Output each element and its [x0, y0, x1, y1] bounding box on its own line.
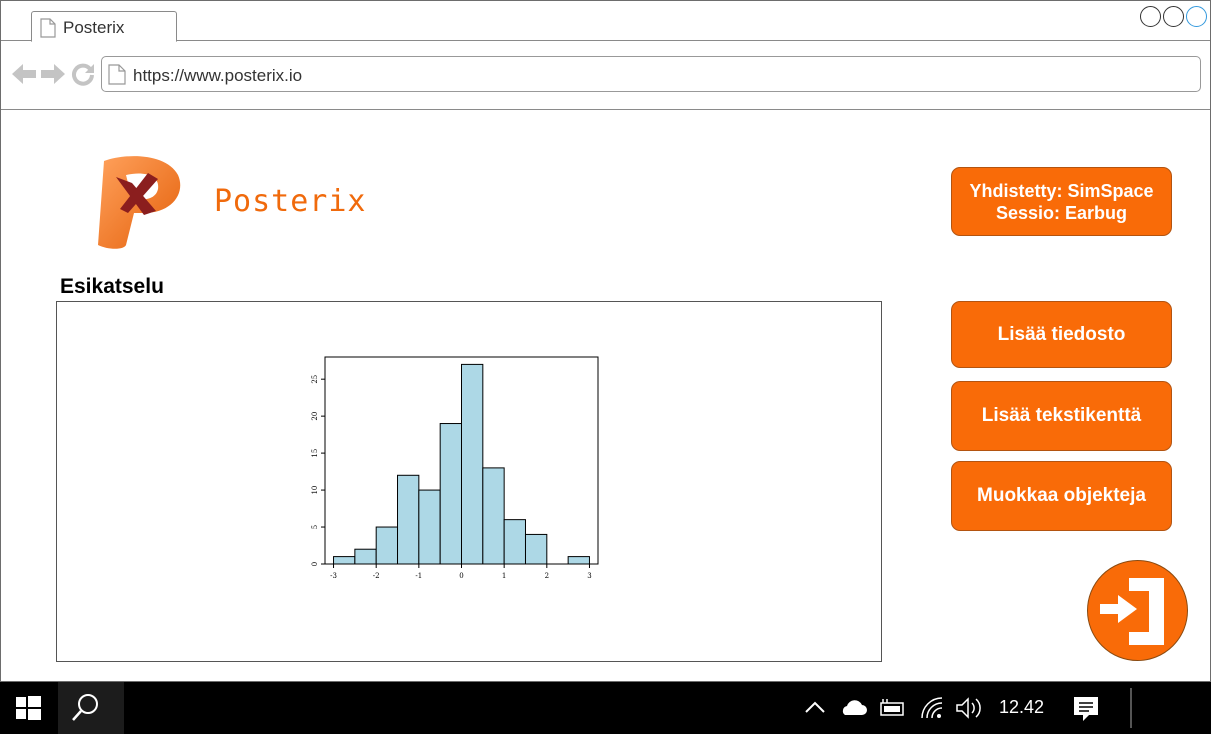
navigation-bar: https://www.posterix.io: [1, 42, 1210, 110]
y-tick-label: 5: [311, 525, 319, 529]
histogram-bar: [503, 519, 526, 565]
windows-start-icon: [16, 696, 41, 720]
histogram-bar: [482, 467, 505, 565]
preview-title: Esikatselu: [60, 275, 164, 298]
start-button[interactable]: [0, 682, 58, 734]
exit-icon: [1100, 578, 1164, 645]
search-button[interactable]: [58, 682, 124, 734]
tab-title: Posterix: [63, 18, 125, 37]
histogram-bar: [439, 423, 462, 565]
histogram-bar: [375, 526, 399, 565]
add-textfield-button[interactable]: Lisää tekstikenttä: [951, 381, 1172, 451]
reload-icon[interactable]: [71, 62, 95, 86]
cloud-icon[interactable]: [838, 694, 868, 722]
page-icon: [40, 18, 56, 38]
histogram-bar: [333, 556, 356, 565]
address-bar[interactable]: https://www.posterix.io: [101, 56, 1201, 92]
y-tick-label: 10: [311, 486, 319, 495]
histogram-bar: [418, 489, 441, 565]
connection-status-button[interactable]: Yhdistetty: SimSpace Sessio: Earbug: [951, 167, 1172, 236]
volume-icon[interactable]: [954, 694, 984, 722]
clock[interactable]: 12.42: [999, 697, 1045, 717]
histogram-chart: -3 -2 -1 0 1 2 3 0 5 10 15 20 25: [311, 356, 599, 580]
browser-window: Posterix https://www.posterix.io: [0, 0, 1211, 682]
taskbar-separator: [1130, 688, 1132, 728]
histogram-bar: [461, 363, 484, 565]
y-tick-label: 0: [311, 562, 319, 566]
minimize-button[interactable]: [1140, 6, 1161, 27]
forward-arrow-icon[interactable]: [40, 62, 66, 86]
exit-button[interactable]: [1087, 560, 1188, 661]
x-tick-label: 3: [587, 572, 591, 580]
tab-bar: Posterix: [1, 1, 1210, 42]
wifi-icon[interactable]: [918, 694, 944, 722]
posterix-logo: [98, 156, 181, 249]
url-text: https://www.posterix.io: [133, 66, 303, 85]
brand-name: Posterix: [214, 184, 367, 219]
notification-icon[interactable]: [1071, 694, 1101, 724]
taskbar: 12.42: [0, 682, 1211, 734]
back-arrow-icon[interactable]: [11, 62, 37, 86]
connection-status: Yhdistetty: SimSpace: [969, 180, 1154, 201]
x-tick-label: 1: [502, 572, 506, 580]
histogram-bar: [354, 548, 377, 565]
chevron-up-icon[interactable]: [803, 694, 827, 722]
battery-icon[interactable]: [877, 694, 907, 722]
preview-panel: -3 -2 -1 0 1 2 3 0 5 10 15 20 25: [56, 301, 882, 662]
page-icon: [108, 64, 126, 85]
histogram-bar: [567, 556, 590, 565]
x-tick-label: 2: [545, 572, 549, 580]
x-tick-label: -2: [373, 572, 380, 580]
x-tick-label: -1: [415, 572, 422, 580]
add-file-button[interactable]: Lisää tiedosto: [951, 301, 1172, 368]
x-tick-label: -3: [330, 572, 337, 580]
browser-tab[interactable]: Posterix: [31, 11, 177, 42]
x-tick-label: 0: [459, 572, 463, 580]
histogram-bar: [397, 474, 420, 565]
close-button[interactable]: [1186, 6, 1207, 27]
session-status: Sessio: Earbug: [995, 202, 1128, 223]
window-controls: [1140, 6, 1207, 27]
y-tick-label: 20: [311, 412, 319, 421]
y-tick-label: 25: [311, 375, 319, 384]
maximize-button[interactable]: [1163, 6, 1184, 27]
edit-objects-button[interactable]: Muokkaa objekteja: [951, 461, 1172, 531]
search-icon: [72, 694, 98, 721]
y-tick-label: 15: [311, 449, 319, 458]
histogram-bar: [524, 533, 548, 565]
page-content: Posterix Yhdistetty: SimSpace Sessio: Ea…: [1, 111, 1210, 681]
